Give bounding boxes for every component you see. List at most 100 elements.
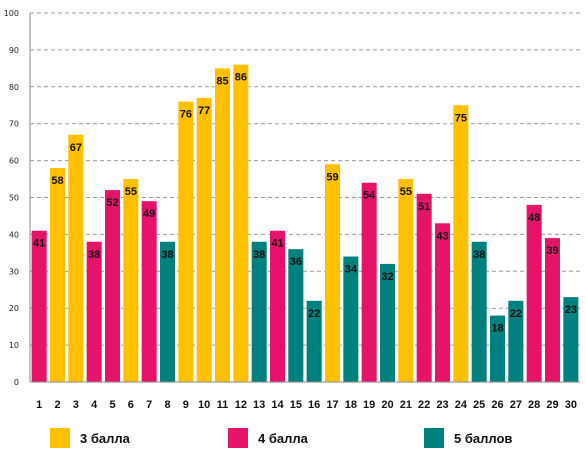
x-tick-label: 2 — [54, 399, 60, 411]
x-tick-label: 7 — [146, 399, 152, 411]
data-label: 41 — [271, 238, 283, 250]
x-tick-label: 9 — [183, 399, 189, 411]
bar — [324, 164, 341, 382]
x-tick-label: 13 — [253, 399, 265, 411]
bar — [214, 68, 231, 382]
bar — [508, 300, 524, 382]
x-tick-label: 16 — [308, 399, 320, 411]
bar — [361, 182, 377, 382]
x-tick-label: 5 — [109, 399, 115, 411]
bar — [104, 190, 121, 382]
data-label: 52 — [106, 197, 118, 209]
data-label: 38 — [473, 249, 485, 261]
data-label: 22 — [510, 308, 522, 320]
bars — [31, 64, 579, 383]
bar — [68, 134, 84, 382]
bar — [563, 297, 579, 382]
data-label: 38 — [88, 249, 100, 261]
x-tick-label: 29 — [546, 399, 558, 411]
data-label: 41 — [33, 238, 45, 250]
data-label: 55 — [400, 186, 412, 198]
data-label: 23 — [565, 304, 577, 316]
bar — [233, 64, 249, 382]
y-tick-label: 80 — [9, 83, 19, 92]
data-label: 48 — [528, 212, 540, 224]
data-label: 43 — [436, 230, 448, 242]
x-tick-label: 14 — [271, 399, 284, 411]
gridlines — [30, 12, 580, 346]
x-tick-label: 24 — [455, 399, 468, 411]
y-tick-label: 0 — [14, 378, 19, 387]
data-label: 76 — [180, 109, 192, 121]
x-tick-label: 4 — [91, 399, 98, 411]
data-label: 75 — [455, 112, 467, 124]
bar — [489, 315, 506, 382]
bar — [159, 241, 176, 382]
bar — [269, 230, 286, 382]
legend-label-4: 4 балла — [258, 430, 308, 446]
data-label: 77 — [198, 105, 210, 117]
legend-swatch-5 — [424, 428, 444, 448]
bar — [343, 256, 359, 382]
data-label: 85 — [216, 75, 228, 87]
x-tick-label: 8 — [164, 399, 170, 411]
data-label: 22 — [308, 308, 320, 320]
x-tick-label: 17 — [326, 399, 338, 411]
x-tick-label: 1 — [36, 399, 42, 411]
data-label: 86 — [235, 72, 247, 84]
bar — [141, 201, 157, 382]
y-tick-label: 60 — [9, 157, 19, 166]
x-tick-label: 12 — [235, 399, 247, 411]
bar — [379, 263, 396, 382]
y-tick-label: 70 — [9, 120, 19, 129]
bar — [123, 179, 139, 382]
x-tick-label: 3 — [73, 399, 79, 411]
bar — [178, 101, 194, 382]
bar — [196, 97, 212, 383]
legend-item-3: 3 балла — [50, 426, 130, 450]
bar — [416, 193, 432, 382]
data-label: 51 — [418, 201, 430, 213]
x-tick-label: 23 — [436, 399, 448, 411]
y-tick-label: 50 — [9, 194, 19, 203]
x-tick-label: 19 — [363, 399, 375, 411]
bar — [49, 167, 66, 382]
legend-item-5: 5 баллов — [424, 426, 512, 450]
bar — [453, 105, 469, 382]
x-tick-label: 25 — [473, 399, 485, 411]
data-label: 38 — [161, 249, 173, 261]
x-tick-label: 11 — [217, 399, 229, 411]
legend-label-3: 3 балла — [80, 430, 130, 446]
y-tick-label: 20 — [9, 304, 19, 313]
data-label: 32 — [381, 271, 393, 283]
y-tick-label: 100 — [4, 9, 19, 18]
legend-swatch-4 — [228, 428, 248, 448]
legend-swatch-3 — [50, 428, 70, 448]
legend-item-4: 4 балла — [228, 426, 308, 450]
data-label: 34 — [345, 264, 358, 276]
x-tick-label: 27 — [510, 399, 522, 411]
bar — [526, 204, 542, 382]
data-label: 36 — [290, 256, 302, 268]
bar — [31, 230, 47, 382]
bar — [306, 300, 322, 382]
bar — [544, 238, 561, 382]
y-tick-label: 30 — [9, 267, 19, 276]
data-labels: 41 58 67 38 52 55 49 38 76 77 85 86 38 41 36 22 59 34 54 32… — [33, 72, 577, 335]
bar — [86, 241, 102, 382]
data-label: 49 — [143, 208, 155, 220]
y-axis-ticks: 0 10 20 30 40 50 60 70 80 90 100 — [4, 9, 19, 387]
x-tick-label: 20 — [381, 399, 393, 411]
y-tick-label: 10 — [9, 341, 19, 350]
x-tick-label: 6 — [128, 399, 134, 411]
y-tick-label: 40 — [9, 230, 19, 239]
x-tick-label: 22 — [418, 399, 430, 411]
x-tick-label: 15 — [290, 399, 302, 411]
data-label: 18 — [491, 323, 503, 335]
x-tick-label: 21 — [400, 399, 412, 411]
data-label: 39 — [546, 245, 558, 257]
x-tick-label: 30 — [565, 399, 577, 411]
bar — [471, 241, 487, 382]
x-tick-label: 26 — [491, 399, 503, 411]
